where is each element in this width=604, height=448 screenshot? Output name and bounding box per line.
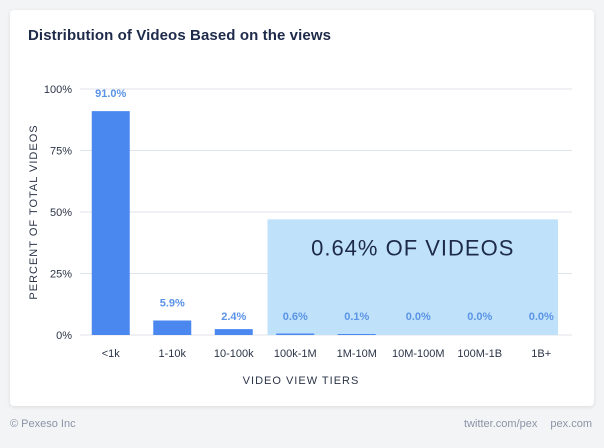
x-tick-label: 100M-1B [457,348,502,360]
y-tick-label: 0% [56,330,72,342]
bar-value-label: 0.6% [283,311,308,323]
footer-links: twitter.com/pex pex.com [454,418,592,430]
y-tick-label: 25% [50,269,72,281]
y-tick-label: 75% [50,146,72,158]
x-tick-label: 1-10k [158,348,186,360]
bar [214,329,253,335]
bar-value-label: 0.0% [467,311,492,323]
copyright-text: © Pexeso Inc [10,418,76,430]
x-tick-label: <1k [102,348,121,360]
bar-value-label: 2.4% [221,311,246,323]
x-tick-label: 10M-100M [392,348,445,360]
twitter-link[interactable]: twitter.com/pex [464,418,538,430]
y-axis-title: PERCENT OF TOTAL VIDEOS [28,124,40,299]
bar-value-label: 0.1% [344,311,369,323]
bar [153,320,192,335]
bar-value-label: 0.0% [406,311,431,323]
bar [91,111,130,335]
chart-title: Distribution of Videos Based on the view… [28,27,332,44]
x-axis-title: VIDEO VIEW TIERS [243,375,360,387]
highlight-annotation: 0.64% OF VIDEOS [311,235,514,260]
y-tick-label: 100% [44,84,72,96]
bar [337,334,376,335]
bar [276,333,315,335]
x-tick-label: 1B+ [531,348,551,360]
highlight-region [267,219,558,335]
x-tick-label: 100k-1M [274,348,317,360]
website-link[interactable]: pex.com [550,418,592,430]
x-tick-label: 10-100k [214,348,254,360]
bar-value-label: 91.0% [95,88,126,100]
y-tick-label: 50% [50,207,72,219]
bar-value-label: 5.9% [160,297,185,309]
x-tick-label: 1M-10M [337,348,377,360]
bar-value-label: 0.0% [529,311,554,323]
